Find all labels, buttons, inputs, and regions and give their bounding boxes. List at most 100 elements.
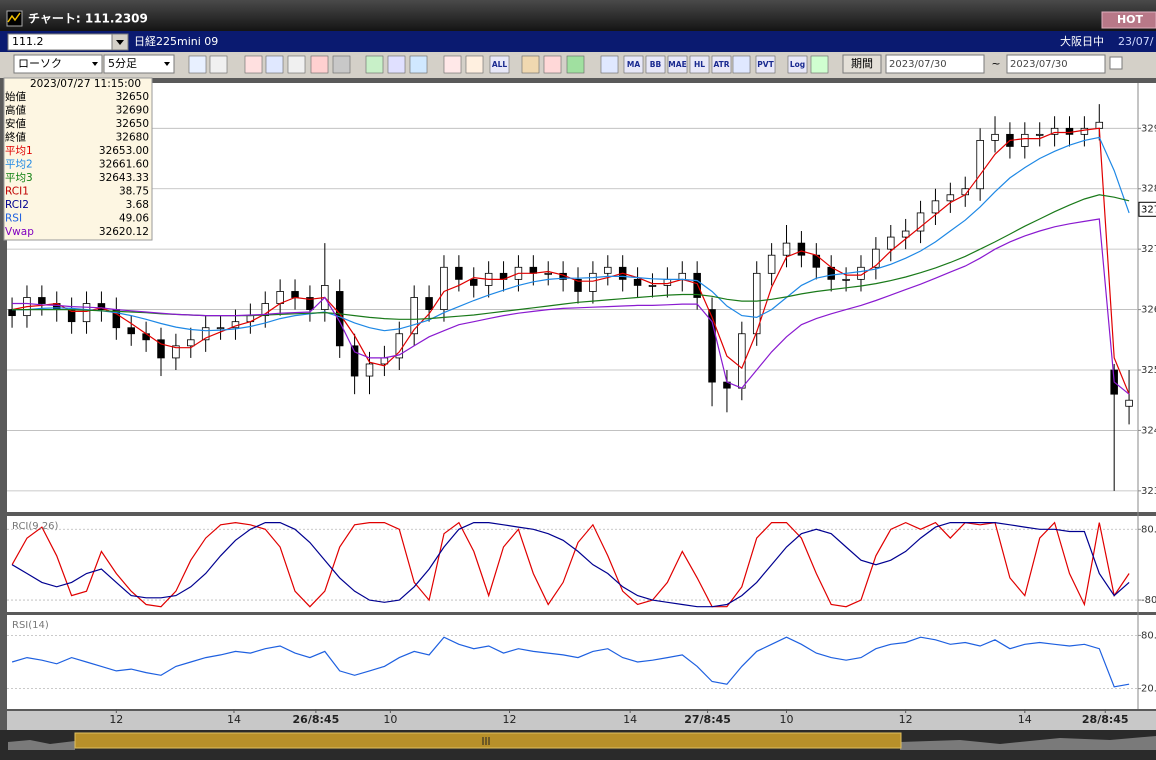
info-label: 平均3 <box>5 172 33 184</box>
chart-type-select[interactable] <box>13 54 103 74</box>
icon-tool[interactable] <box>287 55 306 74</box>
icon-tool[interactable] <box>732 55 751 74</box>
candle-body <box>157 339 165 359</box>
hot-badge-text: HOT <box>1117 13 1144 26</box>
toolbar-button-label: MA <box>627 60 640 69</box>
date-separator: ~ <box>991 57 1000 70</box>
icon-tool[interactable] <box>600 55 619 74</box>
candle-body <box>365 363 374 377</box>
hot-badge[interactable] <box>1101 11 1156 29</box>
toolbar-button[interactable] <box>689 55 710 74</box>
icon-tool[interactable] <box>521 55 540 74</box>
y-tick-label: 80. <box>1141 524 1156 535</box>
toolbar-button-label: ATR <box>713 60 729 69</box>
info-value: 3.68 <box>126 199 149 211</box>
candle-body <box>604 266 612 274</box>
x-tick-label: 12 <box>109 713 123 726</box>
toolbar-button-label: BB <box>650 60 662 69</box>
icon-tool[interactable] <box>543 55 562 74</box>
candle-body <box>872 248 880 268</box>
info-label: 高値 <box>5 104 26 117</box>
icon-tool[interactable] <box>365 55 384 74</box>
icon-tool[interactable] <box>332 55 351 74</box>
chart-type: ローソク <box>18 57 62 70</box>
icon-tool[interactable] <box>310 55 329 74</box>
info-panel <box>3 77 153 241</box>
toolbar-button[interactable] <box>787 55 808 74</box>
candle-body <box>946 194 955 202</box>
period-button[interactable] <box>842 54 882 74</box>
scroll-grip <box>482 737 490 745</box>
info-label: RCI1 <box>5 186 29 198</box>
price-marker-label: 327 <box>1141 204 1156 215</box>
info-label: Vwap <box>5 226 34 238</box>
info-label: 平均1 <box>5 145 33 157</box>
date-from-input[interactable] <box>885 54 985 74</box>
market-name: 大阪日中 <box>1060 34 1104 48</box>
y-tick-label: 20. <box>1141 684 1156 695</box>
symbol-bar <box>0 31 1156 52</box>
panel-title: RCI(9,26) <box>12 521 59 532</box>
x-tick-label: 28/8:45 <box>1082 713 1129 726</box>
candle-body <box>261 303 270 317</box>
candle-body <box>1035 133 1044 136</box>
y-tick-label: 329 <box>1141 123 1156 134</box>
candle-body <box>782 242 791 256</box>
info-value: 32690 <box>116 105 149 117</box>
candle-body <box>633 278 642 286</box>
toolbar-button[interactable] <box>489 55 510 74</box>
icon-tool[interactable] <box>810 55 829 74</box>
interval-select[interactable] <box>103 54 175 74</box>
candle-body <box>142 333 150 341</box>
info-rows: 始値 32650 高値 32690 安値 32650 終値 32680 平均1 32653.00 平… <box>5 90 149 238</box>
candle-body <box>306 297 314 310</box>
info-value: 49.06 <box>119 213 149 225</box>
icon-tool[interactable] <box>443 55 462 74</box>
icon-tool[interactable] <box>387 55 406 74</box>
price-marker <box>1138 201 1156 217</box>
icon-tool[interactable] <box>566 55 585 74</box>
toolbar-button[interactable] <box>711 55 732 74</box>
toolbar-button[interactable] <box>645 55 666 74</box>
candle-body <box>1050 127 1059 135</box>
toolbar-button-label: MAE <box>668 60 686 69</box>
icon-tool[interactable] <box>465 55 484 74</box>
x-tick-label: 27/8:45 <box>684 713 731 726</box>
icon-cross[interactable] <box>209 55 228 74</box>
x-tick-label: 14 <box>227 713 241 726</box>
panel-title: RSI(14) <box>12 620 49 631</box>
candle-body <box>678 272 687 280</box>
info-label: 始値 <box>5 90 26 103</box>
axis-layer: 323 324 325 326 327 328 329 327 80. -80 RCI(9,26) 8… <box>12 123 1156 726</box>
info-value: 32620.12 <box>99 226 149 238</box>
dropdown-arrow <box>116 40 124 45</box>
candle-body <box>901 230 910 238</box>
scroll-thumb[interactable] <box>74 732 902 749</box>
x-tick-label: 12 <box>899 713 913 726</box>
candle-body <box>410 297 418 335</box>
info-value: 38.75 <box>119 186 149 198</box>
icon-tool[interactable] <box>409 55 428 74</box>
candle-body <box>216 327 225 330</box>
candle-body <box>1021 133 1029 147</box>
toolbar-button[interactable] <box>667 55 688 74</box>
checkbox[interactable] <box>1109 56 1123 70</box>
y-tick-label: 324 <box>1141 425 1156 436</box>
info-value: 32643.33 <box>99 172 149 184</box>
toolbar-button[interactable] <box>623 55 644 74</box>
rci-panel <box>7 516 1156 612</box>
toolbar-button[interactable] <box>755 55 776 74</box>
dropdown-arrow <box>92 62 98 66</box>
indicator-line <box>12 136 1130 332</box>
market-date: 23/07/ <box>1118 35 1154 48</box>
date-to-input[interactable] <box>1006 54 1106 74</box>
x-tick-label: 14 <box>623 713 637 726</box>
icon-tool[interactable] <box>265 55 284 74</box>
icon-zoom[interactable] <box>188 55 207 74</box>
icon-tool[interactable] <box>244 55 263 74</box>
title-bar <box>0 0 1156 31</box>
candle-body <box>976 140 984 190</box>
candle-body <box>797 242 806 256</box>
